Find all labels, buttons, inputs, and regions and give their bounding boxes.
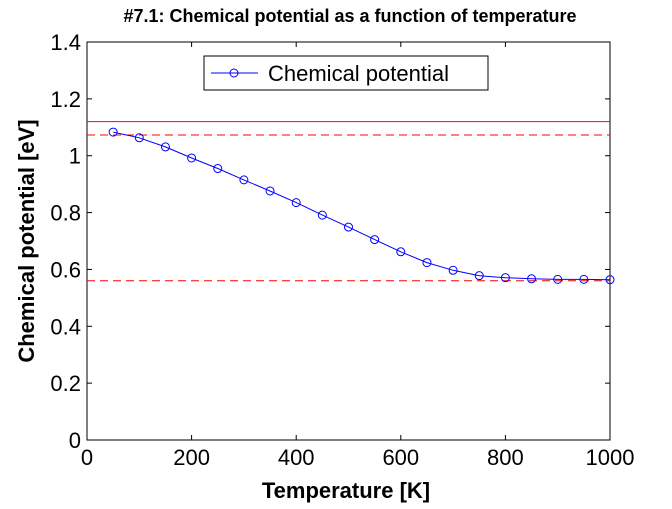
plot-frame <box>86 41 611 441</box>
y-axis-label: Chemical potential [eV] <box>14 119 39 362</box>
x-tick-label-0: 0 <box>81 445 93 470</box>
data-point-0-16 <box>527 274 537 284</box>
x-tick-label-1: 200 <box>173 445 210 470</box>
y-tick-label-3: 0.6 <box>50 257 81 282</box>
data-point-0-5 <box>239 175 249 185</box>
legend-marker-0 <box>229 68 239 78</box>
data-point-0-8 <box>317 210 327 220</box>
y-tick-label-1: 0.2 <box>50 371 81 396</box>
y-tick-label-6: 1.2 <box>50 87 81 112</box>
data-point-0-9 <box>344 222 353 232</box>
data-point-0-11 <box>396 247 406 257</box>
data-point-0-7 <box>291 198 301 208</box>
data-point-0-3 <box>187 153 197 163</box>
data-point-0-19 <box>605 275 615 285</box>
data-point-0-6 <box>265 186 275 196</box>
x-tick-label-3: 600 <box>382 445 419 470</box>
data-point-0-14 <box>474 271 484 281</box>
y-tick-label-0: 0 <box>69 428 81 453</box>
data-point-0-13 <box>448 265 458 275</box>
y-tick-label-4: 0.8 <box>50 201 81 226</box>
data-point-0-1 <box>134 133 144 143</box>
x-axis-label: Temperature [K] <box>262 478 430 503</box>
data-point-0-17 <box>553 274 563 284</box>
x-tick-label-2: 400 <box>278 445 315 470</box>
data-point-0-4 <box>213 164 223 174</box>
data-point-0-2 <box>160 142 170 152</box>
x-tick-label-5: 1000 <box>586 445 635 470</box>
data-point-0-12 <box>422 258 432 268</box>
legend: Chemical potential <box>203 55 489 91</box>
y-tick-label-5: 1 <box>69 144 81 169</box>
legend-label-0: Chemical potential <box>268 61 449 86</box>
y-tick-label-7: 1.4 <box>50 30 81 55</box>
plot-area: 0 200 400 600 800 1000 0 0.2 0.4 0.6 0.8 1 1.2 1.4 <box>50 30 634 470</box>
data-point-0-10 <box>370 235 380 245</box>
data-point-0-18 <box>579 274 589 284</box>
y-tick-label-2: 0.4 <box>50 314 81 339</box>
x-tick-label-4: 800 <box>487 445 524 470</box>
data-point-0-0 <box>108 127 118 137</box>
data-point-0-15 <box>500 273 510 283</box>
chart-title: #7.1: Chemical potential as a function o… <box>123 6 576 26</box>
